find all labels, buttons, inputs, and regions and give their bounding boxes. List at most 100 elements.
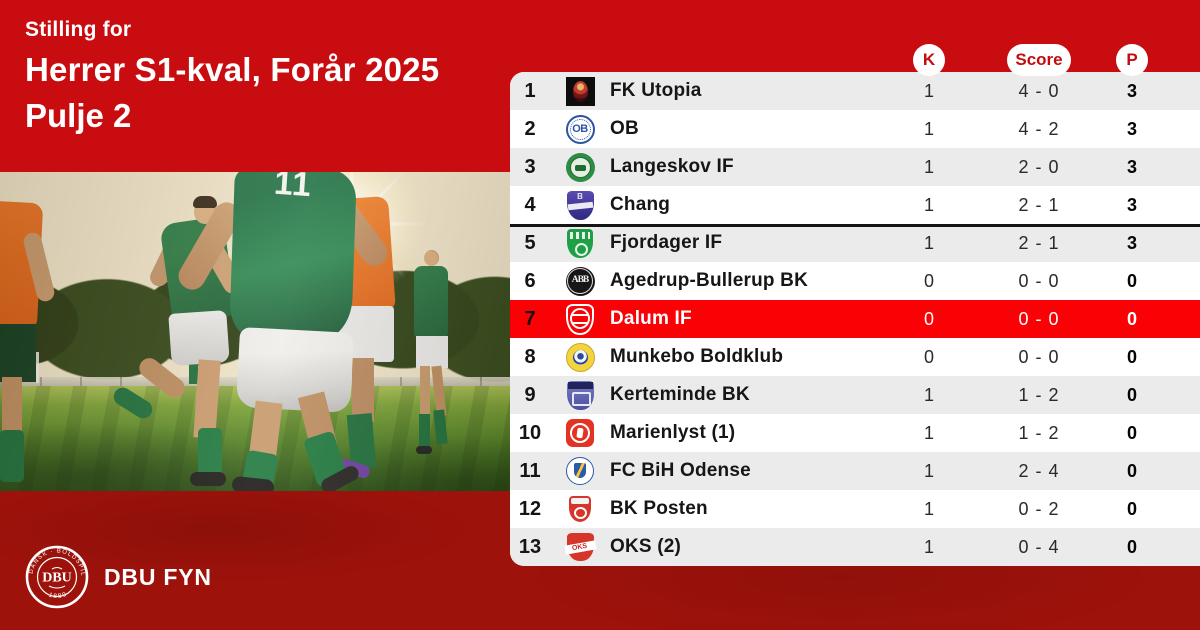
- points: 3: [1126, 232, 1137, 253]
- position: 12: [518, 497, 542, 520]
- matches-played: 1: [923, 232, 934, 253]
- svg-text:DBU: DBU: [42, 571, 72, 586]
- matches-played: 1: [923, 194, 934, 215]
- club-name: FK Utopia: [610, 80, 702, 101]
- goal-score: 2 - 1: [1018, 232, 1060, 253]
- table-row: 3 Langeskov IF 1 2 - 0 3: [510, 148, 1200, 186]
- position: 6: [524, 269, 536, 292]
- club-crest-langeskov: [565, 152, 595, 182]
- goal-score: 1 - 2: [1018, 384, 1060, 405]
- table-row: 11 FC BiH Odense 1 2 - 4 0: [510, 452, 1200, 490]
- goal-score: 0 - 4: [1018, 536, 1060, 557]
- points: 3: [1126, 194, 1137, 215]
- club-crest-agedrup-bullerup: ABB: [565, 266, 595, 296]
- position: 5: [524, 231, 536, 254]
- goal-score: 4 - 0: [1018, 80, 1060, 101]
- position: 4: [524, 193, 536, 216]
- club-name: Chang: [610, 194, 671, 215]
- column-header-k: K: [913, 44, 945, 76]
- points: 3: [1126, 80, 1137, 101]
- column-header-p: P: [1116, 44, 1148, 76]
- brand-name: DBU FYN: [104, 563, 212, 590]
- goal-score: 2 - 1: [1018, 194, 1060, 215]
- table-row: 8 Munkebo Boldklub 0 0 - 0 0: [510, 338, 1200, 376]
- points: 0: [1126, 308, 1137, 329]
- matches-played: 1: [923, 536, 934, 557]
- goal-score: 1 - 2: [1018, 422, 1060, 443]
- club-name: OKS (2): [610, 536, 682, 557]
- points: 3: [1126, 156, 1137, 177]
- matches-played: 1: [923, 498, 934, 519]
- pool-title: Pulje 2: [25, 97, 132, 134]
- goal-score: 2 - 4: [1018, 460, 1060, 481]
- position: 2: [524, 117, 536, 140]
- club-name: FC BiH Odense: [610, 460, 751, 481]
- club-name: Kerteminde BK: [610, 384, 750, 405]
- club-name: Dalum IF: [610, 308, 692, 329]
- goal-score: 0 - 0: [1018, 346, 1060, 367]
- club-crest-ob: OB: [565, 114, 595, 144]
- club-crest-dalum: [566, 303, 594, 335]
- jersey-number: 11: [272, 172, 314, 205]
- points: 0: [1126, 384, 1137, 405]
- club-crest-fc-bih-odense: [566, 457, 594, 485]
- club-name: BK Posten: [610, 498, 708, 519]
- table-row: 1 FK Utopia 1 4 - 0 3: [510, 72, 1200, 110]
- table-row: 13 OKS OKS (2) 1 0 - 4 0: [510, 528, 1200, 566]
- goal-score: 0 - 0: [1018, 308, 1060, 329]
- position: 7: [524, 307, 536, 330]
- brand: DANSK · BOLDSPIL · UNION · 1889 · DBU DB…: [25, 545, 212, 609]
- column-header-score: Score: [1007, 44, 1071, 76]
- table-row: 5 Fjordager IF 1 2 - 1 3: [510, 224, 1200, 262]
- club-name: OB: [610, 118, 639, 139]
- table-row-highlighted: 7 Dalum IF 0 0 - 0 0: [510, 300, 1200, 338]
- club-crest-fk-utopia: [565, 76, 595, 106]
- position: 10: [518, 421, 542, 444]
- club-crest-fjordager: [567, 228, 593, 258]
- competition-title: Herrer S1-kval, Forår 2025: [25, 51, 440, 88]
- matches-played: 1: [923, 118, 934, 139]
- soccer-match-photo: 11: [0, 172, 510, 491]
- table-row: 6 ABB Agedrup-Bullerup BK 0 0 - 0 0: [510, 262, 1200, 300]
- club-name: Agedrup-Bullerup BK: [610, 270, 809, 291]
- points: 0: [1126, 422, 1137, 443]
- club-name: Langeskov IF: [610, 156, 734, 177]
- club-crest-marienlyst: [566, 419, 594, 447]
- club-name: Munkebo Boldklub: [610, 346, 784, 367]
- svg-text:· 1889 ·: · 1889 ·: [41, 587, 74, 600]
- club-name: Fjordager IF: [610, 232, 723, 253]
- standings-table: 1 FK Utopia 1 4 - 0 3 2 OB OB 1 4 - 2 3 …: [510, 72, 1200, 566]
- matches-played: 0: [923, 346, 934, 367]
- points: 0: [1126, 460, 1137, 481]
- table-row: 12 BK Posten 1 0 - 2 0: [510, 490, 1200, 528]
- eyebrow: Stilling for: [25, 18, 132, 41]
- points: 3: [1126, 118, 1137, 139]
- points: 0: [1126, 536, 1137, 557]
- matches-played: 1: [923, 460, 934, 481]
- points: 0: [1126, 498, 1137, 519]
- position: 1: [524, 79, 536, 102]
- club-crest-chang: B: [566, 190, 594, 220]
- matches-played: 1: [923, 384, 934, 405]
- position: 11: [519, 459, 541, 482]
- goal-score: 2 - 0: [1018, 156, 1060, 177]
- table-row: 2 OB OB 1 4 - 2 3: [510, 110, 1200, 148]
- club-crest-munkebo: [565, 342, 595, 372]
- matches-played: 1: [923, 80, 934, 101]
- matches-played: 1: [923, 156, 934, 177]
- points: 0: [1126, 270, 1137, 291]
- matches-played: 0: [923, 308, 934, 329]
- position: 13: [518, 535, 542, 558]
- position: 3: [524, 155, 536, 178]
- header: Stilling for Herrer S1-kval, Forår 2025 …: [25, 18, 439, 135]
- matches-played: 0: [923, 270, 934, 291]
- position: 9: [524, 383, 536, 406]
- club-crest-oks: OKS: [566, 533, 594, 561]
- table-row: 10 Marienlyst (1) 1 1 - 2 0: [510, 414, 1200, 452]
- table-row: 9 Kerteminde BK 1 1 - 2 0: [510, 376, 1200, 414]
- table-row: 4 B Chang 1 2 - 1 3: [510, 186, 1200, 224]
- club-crest-kerteminde: [566, 380, 594, 410]
- club-name: Marienlyst (1): [610, 422, 736, 443]
- goal-score: 0 - 2: [1018, 498, 1060, 519]
